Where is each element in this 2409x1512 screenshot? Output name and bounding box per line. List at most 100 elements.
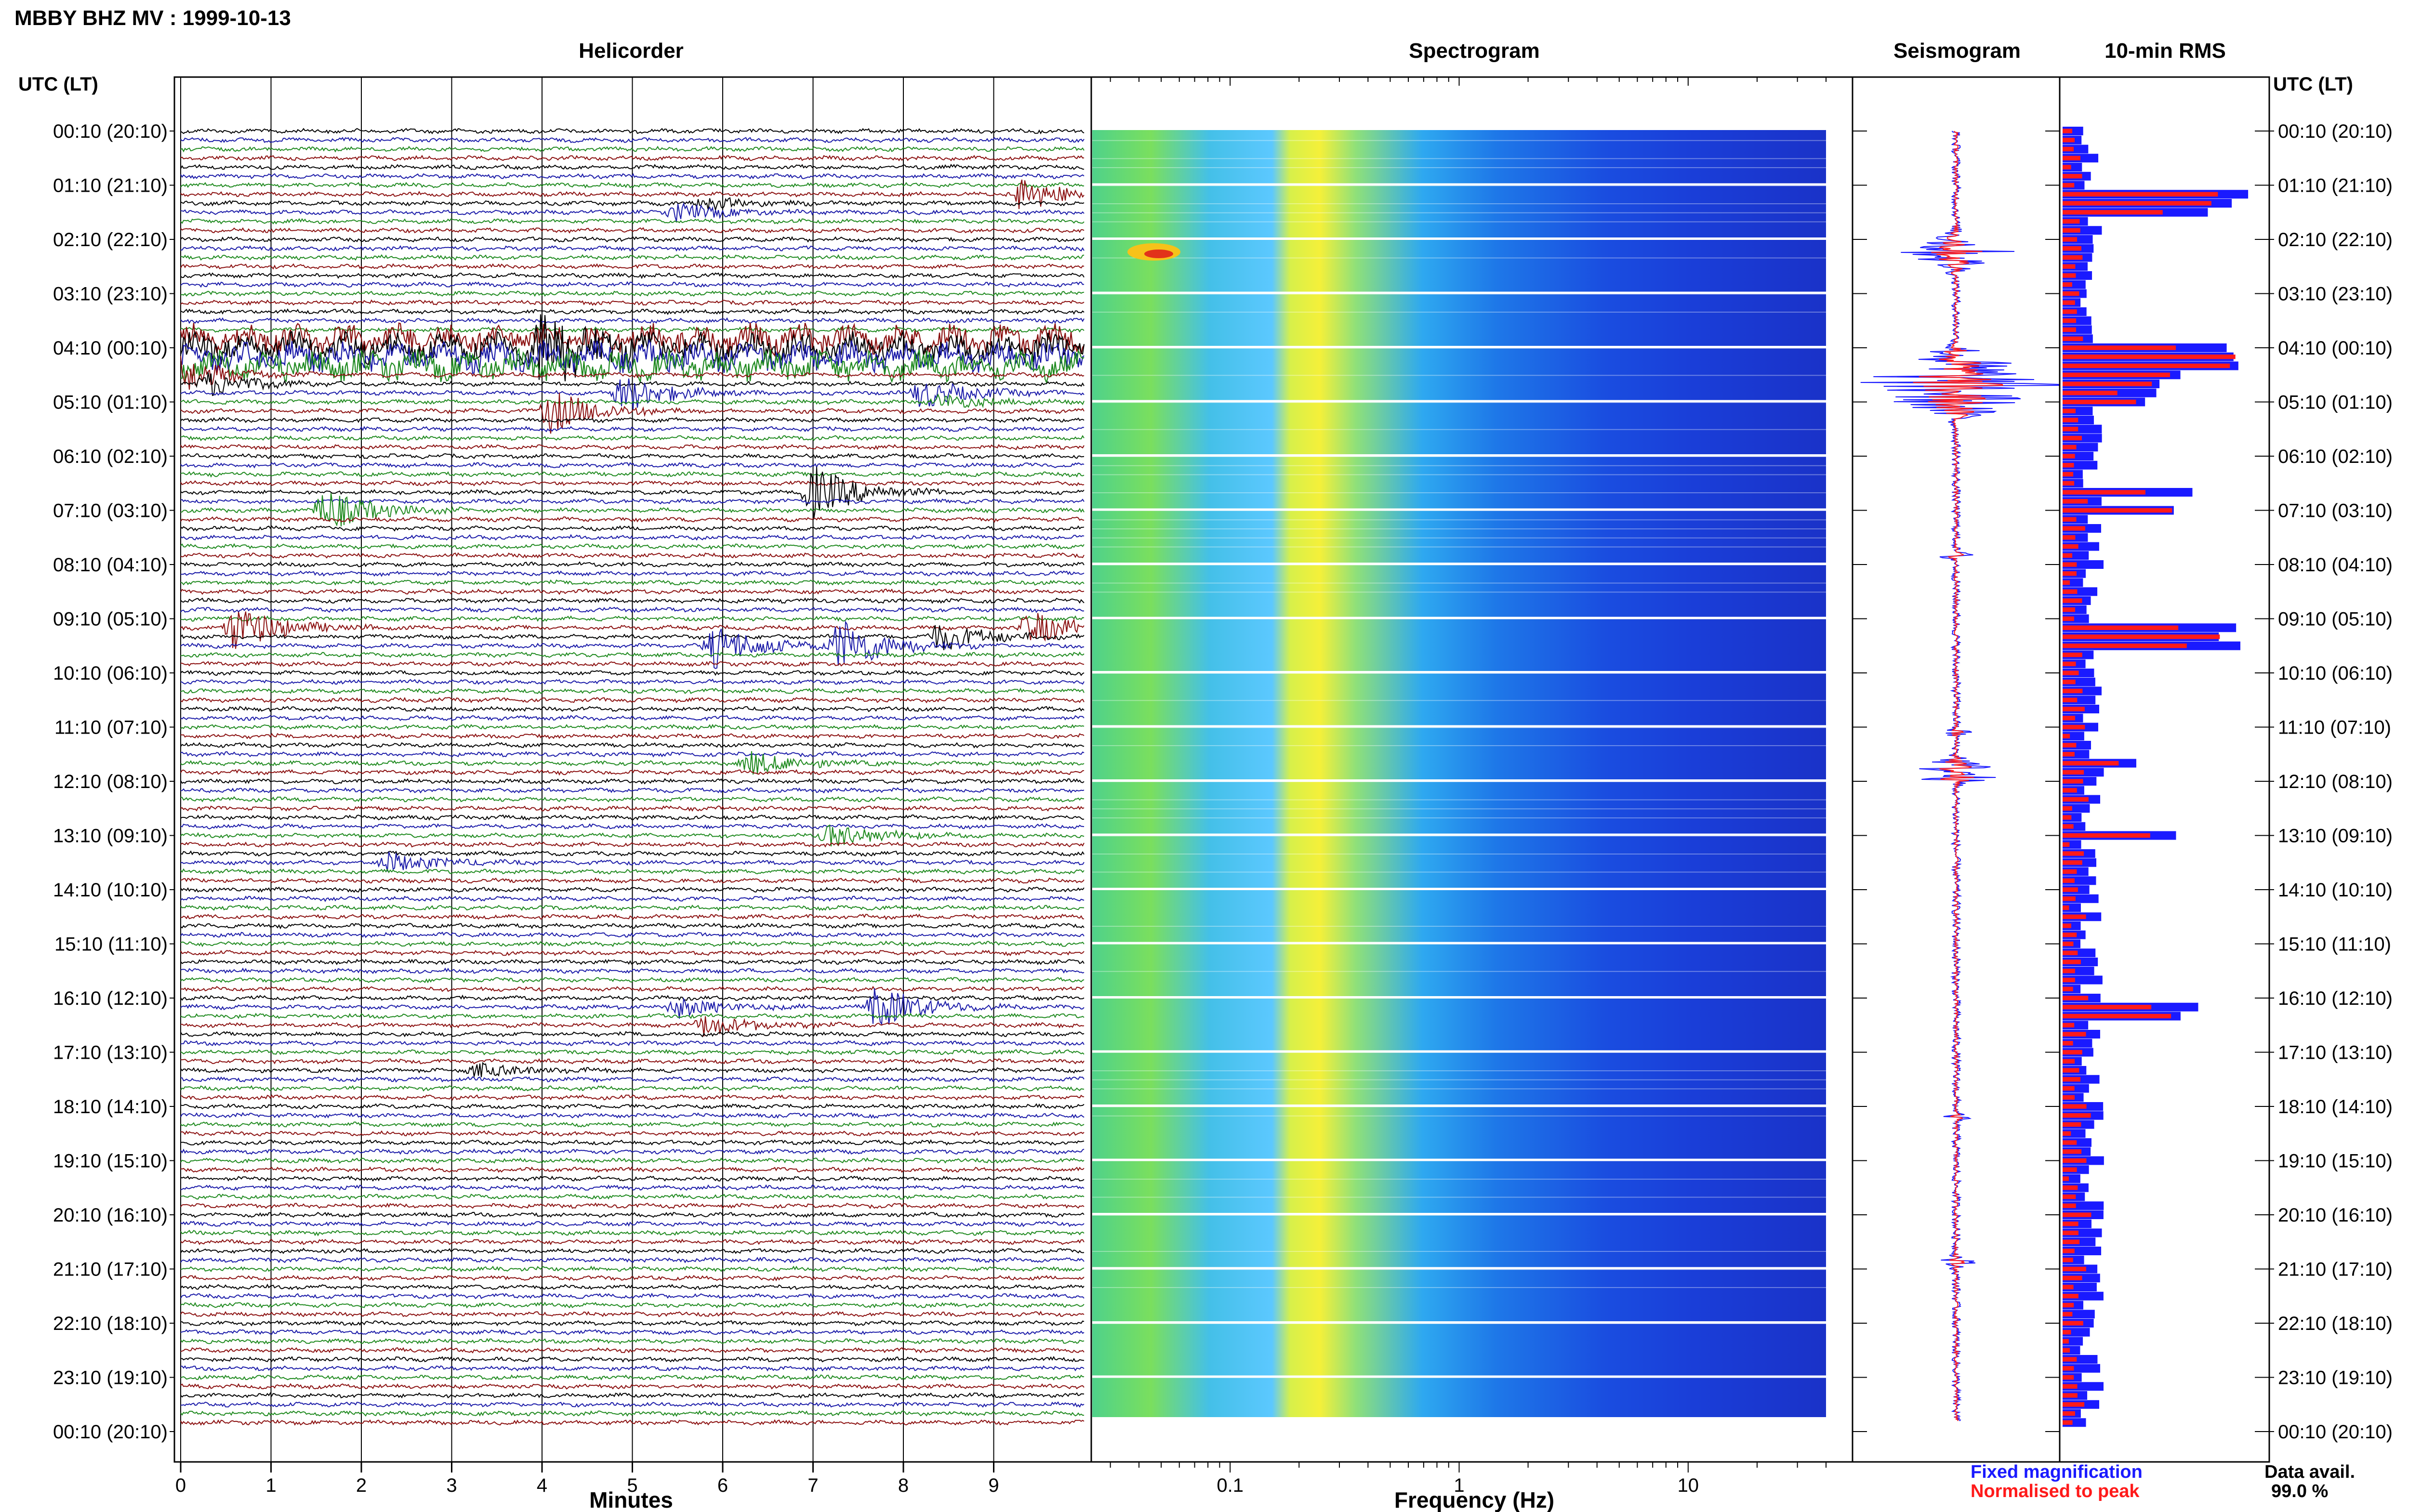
spectrogram-gap [1092, 212, 1826, 213]
helicorder-trace [180, 128, 1085, 134]
spectrogram-gap [1092, 1196, 1826, 1198]
helicorder-trace [180, 1356, 1085, 1363]
rms-bar-normalised [2063, 1194, 2076, 1199]
rms-bar-normalised [2063, 1330, 2071, 1335]
spectrogram-gap [1092, 835, 1826, 837]
data-avail-label: Data avail. [2264, 1462, 2355, 1482]
helicorder-trace [180, 1383, 1085, 1390]
rms-bar-normalised [2063, 228, 2080, 233]
time-label-right: 23:10 (19:10) [2278, 1367, 2393, 1389]
time-label-left: 05:10 (01:10) [53, 392, 168, 413]
rms-bar-normalised [2063, 797, 2089, 802]
time-label-left: 00:10 (20:10) [53, 1421, 168, 1443]
helicorder-trace [180, 606, 1085, 613]
spectrogram-gap [1092, 167, 1826, 168]
time-axis-label-right: UTC (LT) [2273, 74, 2353, 95]
rms-title: 10-min RMS [2105, 39, 2226, 63]
helicorder-trace [180, 986, 1085, 992]
rms-bar-normalised [2063, 129, 2073, 133]
helicorder-trace [180, 155, 1085, 161]
spectrogram-panel: 0.1 1 10 [1090, 76, 1853, 1496]
rms-bar-normalised [2063, 1302, 2074, 1308]
helicorder-trace [180, 778, 1085, 785]
seismogram-panel [1852, 76, 2062, 1463]
rms-bar-normalised [2063, 571, 2077, 576]
rms-bar-normalised [2063, 824, 2074, 829]
helicorder-trace [180, 733, 1085, 739]
rms-bar-normalised [2063, 707, 2085, 711]
helicorder-trace [180, 1012, 1085, 1020]
spectrogram-gap [1092, 888, 1826, 890]
spectrogram-gap [1092, 140, 1826, 141]
helicorder-trace [180, 435, 1085, 442]
helicorder-trace [180, 1374, 1084, 1381]
time-label-right: 01:10 (21:10) [2278, 175, 2393, 197]
spectrogram-xlabel: Frequency (Hz) [1394, 1487, 1554, 1512]
legend-normalised: Normalised to peak [1971, 1481, 2140, 1501]
spectrogram-gap [1092, 293, 1826, 295]
rms-bar-normalised [2063, 914, 2086, 919]
rms-bar-normalised [2063, 1032, 2086, 1037]
time-label-right: 19:10 (15:10) [2278, 1151, 2393, 1172]
rms-bar-normalised [2063, 833, 2150, 838]
helicorder-trace [180, 290, 1085, 297]
rms-bar-normalised [2063, 878, 2075, 883]
rms-bar-normalised [2063, 661, 2076, 666]
rms-bar-normalised [2063, 887, 2078, 892]
helicorder-trace [180, 272, 1085, 279]
helicorder-trace [180, 611, 1085, 649]
rms-bar-normalised [2063, 1393, 2078, 1398]
helicorder-tick-label: 3 [446, 1475, 457, 1496]
spectrogram-gap [1092, 1251, 1826, 1252]
rms-bar-normalised [2063, 1158, 2087, 1163]
helicorder-panel: 0 1 2 3 4 5 6 7 8 9 [173, 76, 1092, 1496]
helicorder-trace [180, 1031, 1085, 1038]
rms-bar-normalised [2063, 1013, 2171, 1019]
rms-bar-normalised [2063, 1321, 2083, 1326]
spectrogram-gap [1092, 1088, 1826, 1090]
helicorder-trace [180, 852, 1085, 872]
rms-bar-normalised [2063, 264, 2076, 269]
rms-bar-normalised [2063, 146, 2074, 152]
helicorder-trace [180, 687, 1085, 694]
helicorder-trace [180, 1112, 1085, 1119]
rms-bar-normalised [2063, 1113, 2091, 1118]
helicorder-trace [180, 254, 1085, 261]
time-label-right: 22:10 (18:10) [2278, 1313, 2393, 1334]
helicorder-trace [180, 988, 1085, 1026]
spectrogram-gap [1092, 996, 1826, 999]
rms-bar-normalised [2063, 1230, 2078, 1236]
time-label-right: 10:10 (06:10) [2278, 663, 2393, 684]
time-label-right: 18:10 (14:10) [2278, 1096, 2393, 1118]
helicorder-trace [180, 1130, 1085, 1137]
spectrogram-image [1092, 130, 1826, 1417]
spectrogram-gap [1092, 346, 1826, 348]
rms-bar-normalised [2063, 1285, 2074, 1289]
rms-bar-normalised [2063, 724, 2085, 730]
rms-bar-normalised [2063, 688, 2083, 694]
spectrogram-gap [1092, 1158, 1826, 1161]
helicorder-trace [180, 534, 1085, 541]
helicorder-trace [180, 202, 1085, 222]
rms-bar-normalised [2063, 192, 2218, 197]
spectrogram-gap [1092, 158, 1826, 159]
time-label-left: 18:10 (14:10) [53, 1096, 168, 1118]
rms-bar-normalised [2063, 652, 2082, 657]
time-label-left: 01:10 (21:10) [53, 175, 168, 197]
helicorder-trace [180, 1016, 1085, 1037]
time-label-left: 14:10 (10:10) [53, 880, 168, 901]
figure-title: MBBY BHZ MV : 1999-10-13 [14, 6, 291, 30]
helicorder-trace [180, 697, 1085, 704]
spectrogram-gap [1092, 854, 1826, 855]
helicorder-tick-label: 7 [807, 1475, 818, 1496]
helicorder-tick-label: 5 [627, 1475, 637, 1496]
rms-bar-normalised [2063, 1249, 2075, 1253]
rms-bar-normalised [2063, 508, 2172, 513]
helicorder-trace [180, 715, 1085, 722]
spectrogram-gap [1092, 429, 1826, 430]
time-label-right: 05:10 (01:10) [2278, 392, 2393, 413]
helicorder-trace [180, 1076, 1085, 1083]
time-label-left: 12:10 (08:10) [53, 771, 168, 792]
spectrogram-gap [1092, 1375, 1826, 1378]
time-label-left: 03:10 (23:10) [53, 284, 168, 305]
